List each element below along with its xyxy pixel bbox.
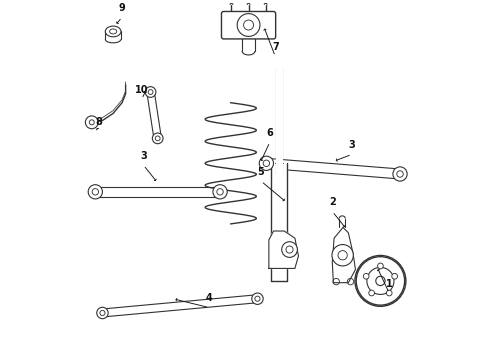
Circle shape (393, 167, 407, 181)
Circle shape (392, 274, 397, 279)
Polygon shape (276, 67, 282, 174)
Circle shape (145, 87, 156, 97)
Text: 10: 10 (135, 85, 148, 95)
Circle shape (88, 185, 102, 199)
Text: 3: 3 (140, 151, 147, 161)
Circle shape (97, 307, 108, 319)
Circle shape (332, 244, 353, 266)
Text: 8: 8 (96, 117, 102, 127)
Circle shape (263, 160, 270, 167)
Circle shape (259, 156, 273, 170)
Text: 2: 2 (329, 197, 336, 207)
Polygon shape (147, 91, 161, 139)
Circle shape (152, 133, 163, 144)
Circle shape (148, 90, 153, 94)
Text: 1: 1 (386, 279, 392, 289)
Polygon shape (332, 228, 355, 283)
Circle shape (213, 185, 227, 199)
Circle shape (85, 116, 98, 129)
Circle shape (92, 189, 98, 195)
Text: 4: 4 (206, 293, 213, 303)
Polygon shape (266, 158, 400, 179)
Text: 6: 6 (267, 128, 273, 138)
Ellipse shape (105, 26, 121, 37)
Circle shape (217, 189, 223, 195)
Circle shape (397, 171, 403, 177)
Circle shape (356, 257, 405, 305)
Circle shape (282, 242, 297, 257)
Circle shape (155, 136, 160, 141)
Text: 3: 3 (348, 140, 355, 150)
FancyBboxPatch shape (221, 12, 276, 39)
Text: 7: 7 (272, 42, 279, 52)
Circle shape (364, 274, 369, 279)
Circle shape (237, 14, 260, 36)
Circle shape (100, 310, 105, 316)
Text: 5: 5 (258, 167, 265, 177)
Circle shape (378, 263, 383, 269)
Polygon shape (96, 187, 220, 197)
Text: 9: 9 (119, 3, 125, 13)
Circle shape (387, 290, 392, 296)
Circle shape (252, 293, 263, 305)
Circle shape (369, 290, 374, 296)
Polygon shape (102, 295, 258, 317)
Circle shape (255, 296, 260, 301)
Polygon shape (271, 163, 287, 281)
Polygon shape (269, 231, 298, 269)
